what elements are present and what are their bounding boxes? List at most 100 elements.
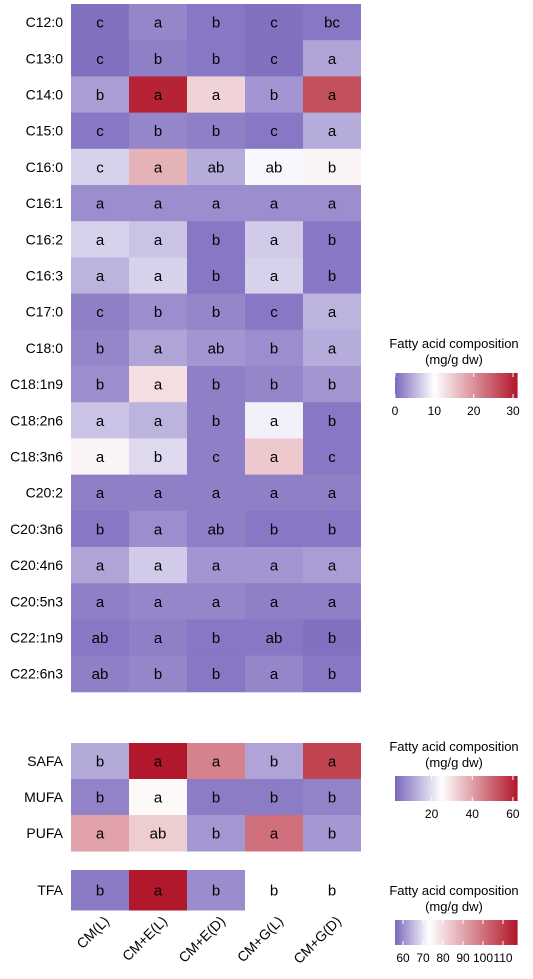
heatmap-cell: [187, 870, 245, 911]
heatmap-cell: [303, 438, 361, 476]
legend-gradient-step: [433, 920, 437, 945]
heatmap-cell: [129, 779, 187, 816]
legend-gradient-step: [441, 373, 445, 398]
cell-letter: ab: [150, 826, 167, 843]
cell-letter: b: [328, 268, 336, 285]
legend-gradient-step: [413, 920, 416, 945]
legend-gradient-step: [423, 920, 427, 945]
legend-unit: (mg/g dw): [425, 755, 483, 770]
legend-gradient-step: [462, 373, 465, 398]
cell-letter: a: [154, 630, 163, 647]
cell-letter: a: [154, 594, 163, 611]
heatmap-cell: [245, 76, 303, 114]
heatmap-cell: [71, 257, 129, 295]
row-label-c14-0: C14:0: [26, 87, 64, 103]
legend-gradient-step: [514, 373, 518, 398]
heatmap-cell: [303, 547, 361, 584]
legend-gradient-step: [476, 776, 479, 801]
cell-letter: a: [212, 87, 221, 104]
cell-letter: a: [328, 87, 337, 104]
legend-gradient-step: [395, 776, 398, 801]
legend-gradient-step: [464, 373, 467, 398]
legend-gradient-step: [445, 373, 449, 398]
legend-gradient-step: [447, 373, 451, 398]
cell-letter: ab: [92, 630, 109, 647]
legend-gradient-step: [504, 776, 508, 801]
heatmap-cell: [245, 779, 303, 816]
heatmap-cell: [303, 655, 361, 693]
heatmap-cell: [187, 76, 245, 114]
cell-letter: b: [96, 377, 104, 394]
cell-letter: a: [154, 521, 163, 538]
heatmap-cell: [187, 112, 245, 150]
cell-letter: b: [212, 51, 220, 68]
legend-gradient-step: [478, 776, 481, 801]
legend-gradient-step: [472, 776, 475, 801]
cell-letter: b: [212, 15, 220, 32]
legend-gradient-step: [462, 920, 465, 945]
heatmap-cell: [245, 619, 303, 657]
legend-gradient-step: [453, 920, 457, 945]
row-label-c18-3n6: C18:3n6: [10, 449, 63, 465]
cell-letter: b: [212, 232, 220, 249]
heatmap-cell: [187, 583, 245, 620]
legend-gradient-step: [401, 373, 404, 398]
cell-letter: a: [270, 594, 279, 611]
cell-letter: a: [154, 485, 163, 502]
legend-gradient-step: [423, 776, 427, 801]
cell-letter: b: [212, 304, 220, 321]
heatmap-cell: [303, 221, 361, 258]
legend-gradient-step: [431, 920, 435, 945]
row-label-c22-1n9: C22:1n9: [10, 630, 63, 646]
cell-letter: a: [96, 413, 105, 430]
heatmap-cell: [129, 815, 187, 852]
heatmap-cell: [71, 510, 129, 548]
legend-gradient-step: [409, 373, 412, 398]
legend-gradient-step: [431, 373, 435, 398]
heatmap-cell: [303, 185, 361, 222]
legend-gradient-step: [429, 920, 433, 945]
cell-letter: a: [154, 558, 163, 575]
legend-gradient-step: [496, 920, 500, 945]
legend-gradient-step: [502, 776, 506, 801]
legend-gradient-step: [504, 920, 508, 945]
heatmap-cell: [129, 366, 187, 403]
cell-letter: a: [270, 826, 279, 843]
legend-gradient-step: [460, 920, 463, 945]
heatmap-cell: [245, 112, 303, 150]
heatmap-cell: [129, 655, 187, 693]
legend-gradient-step: [407, 920, 410, 945]
row-label-c18-0: C18:0: [26, 340, 64, 356]
cell-letter: b: [154, 51, 162, 68]
cell-letter: a: [328, 196, 337, 213]
legend-gradient-step: [413, 776, 416, 801]
heatmap-cell: [245, 510, 303, 548]
heatmap-cell: [71, 779, 129, 816]
cell-letter: b: [154, 304, 162, 321]
heatmap-cell: [71, 4, 129, 41]
legend-gradient-step: [421, 373, 425, 398]
legend-gradient-step: [470, 776, 473, 801]
legend-gradient-step: [466, 373, 469, 398]
legend-gradient-step: [478, 920, 481, 945]
legend-gradient-step: [433, 776, 437, 801]
legend-tick-label: 0: [392, 404, 399, 418]
heatmap-cell: [187, 655, 245, 693]
legend-tick-label: 20: [425, 807, 439, 821]
legend-gradient-step: [498, 373, 502, 398]
legend-gradient-step: [403, 920, 406, 945]
legend-gradient-step: [500, 776, 504, 801]
heatmap-cell: [303, 112, 361, 150]
cell-letter: c: [96, 304, 104, 321]
legend-gradient-step: [449, 920, 453, 945]
cell-letter: b: [96, 521, 104, 538]
legend-gradient-step: [413, 373, 416, 398]
heatmap-cell: [245, 402, 303, 439]
cell-letter: a: [96, 558, 105, 575]
legend-gradient-step: [443, 776, 447, 801]
heatmap-cell: [303, 510, 361, 548]
heatmap-cell: [71, 583, 129, 620]
heatmap-cell: [71, 402, 129, 439]
heatmap-cell: [187, 257, 245, 295]
heatmap-cell: [245, 870, 303, 911]
